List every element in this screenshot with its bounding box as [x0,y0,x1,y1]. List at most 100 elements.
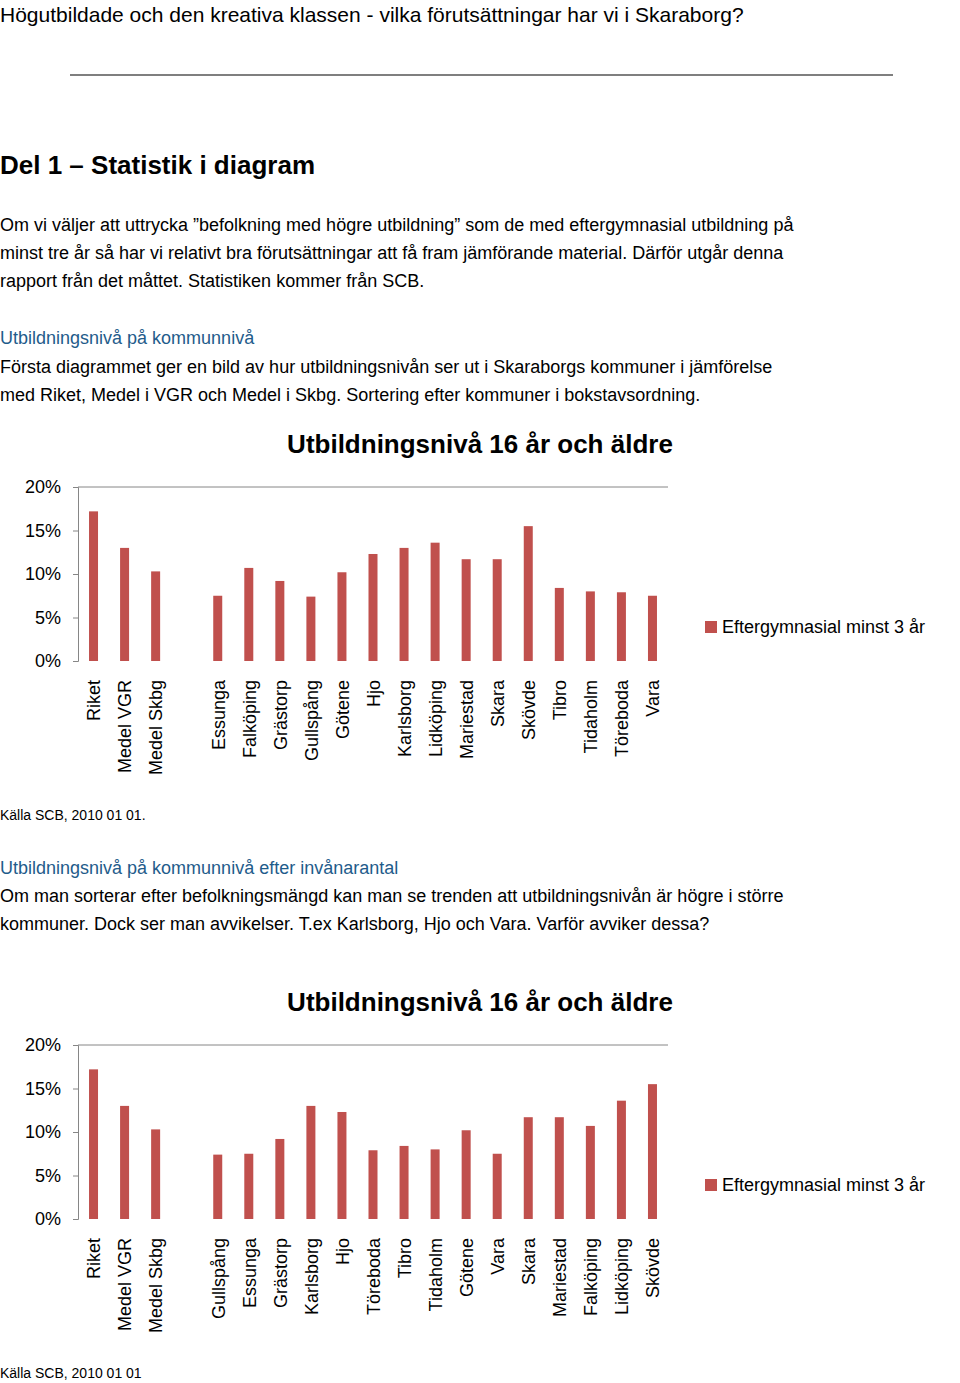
tick: 5% [35,1166,78,1186]
category-label: Essunga [209,679,229,750]
category-label: Falköping [240,680,260,758]
category-label: Mariestad [550,1238,570,1317]
bar [431,1149,440,1219]
tick-label: 5% [35,608,61,628]
category-label: Skara [519,1237,539,1285]
bar [524,526,533,661]
category-label: Riket [84,1238,104,1279]
tick-label: 20% [25,1035,61,1055]
category-label: Tidaholm [581,680,601,753]
category-label: Vara [488,1237,508,1275]
chart-title: Utbildningsnivå 16 år och äldre [287,987,673,1017]
tick: Grästorp [271,680,291,750]
category-label: Medel Skbg [146,1238,166,1333]
tick: Falköping [581,1238,601,1316]
tick: Medel VGR [115,680,135,773]
bar [275,1139,284,1219]
tick: 10% [25,564,78,584]
tick-label: 0% [35,651,61,671]
tick: Hjo [364,680,384,707]
paragraph-line: Om vi väljer att uttrycka ”befolkning me… [0,215,794,235]
x-axis: RiketMedel VGRMedel SkbgGullspångEssunga… [84,1237,663,1333]
tick: 20% [25,477,78,497]
bar [431,543,440,661]
category-label: Hjo [333,1238,353,1265]
bar [213,1155,222,1219]
bar [120,1106,129,1219]
tick: 15% [25,521,78,541]
bar [586,591,595,661]
tick: Essunga [209,679,229,750]
legend-swatch [705,1179,717,1191]
tick-mark [73,1132,78,1133]
tick: Tidaholm [426,1238,446,1311]
tick-mark [73,531,78,532]
chart: Utbildningsnivå 16 år och äldre 0% 5% 10% 15… [25,987,925,1333]
category-label: Falköping [581,1238,601,1316]
bar [648,1084,657,1219]
bar [306,1106,315,1219]
tick: Skara [519,1237,539,1285]
bar [400,548,409,661]
category-label: Skövde [643,1238,663,1298]
category-label: Gullspång [302,680,322,761]
category-label: Grästorp [271,1238,291,1308]
bar [462,559,471,661]
tick: Vara [643,679,663,717]
category-label: Lidköping [426,680,446,757]
tick-mark [73,618,78,619]
y-axis: 0% 5% 10% 15% 20% [25,477,79,671]
tick-label: 10% [25,1122,61,1142]
category-label: Gullspång [209,1238,229,1319]
tick: Karlsborg [395,680,415,757]
tick: Skövde [519,680,539,740]
bar [213,596,222,661]
bar [337,572,346,661]
bar [524,1117,533,1219]
plot-frame [78,487,668,488]
tick: Grästorp [271,1238,291,1308]
legend-label: Eftergymnasial minst 3 år [722,1175,925,1195]
bar [275,581,284,661]
tick: Skövde [643,1238,663,1298]
tick: 10% [25,1122,78,1142]
tick: Tibro [395,1238,415,1278]
tick-mark [73,1219,78,1220]
tick: Karlsborg [302,1238,322,1315]
bar [151,571,160,661]
tick-label: 15% [25,1079,61,1099]
title-rule [70,74,893,75]
tick: Essunga [240,1237,260,1308]
tick: 15% [25,1079,78,1099]
plot-frame [78,1045,668,1046]
subheading: Utbildningsnivå på kommunnivå efter invå… [0,858,398,878]
bars [89,511,657,661]
tick: 20% [25,1035,78,1055]
bar [400,1146,409,1219]
tick-mark [73,1045,78,1046]
bar [151,1129,160,1219]
bar [369,1150,378,1219]
paragraph-line: Första diagrammet ger en bild av hur utb… [0,357,772,377]
tick-mark [73,1176,78,1177]
bar [89,1069,98,1219]
tick-label: 15% [25,521,61,541]
bar [648,596,657,661]
category-label: Karlsborg [302,1238,322,1315]
category-label: Grästorp [271,680,291,750]
category-label: Lidköping [612,1238,632,1315]
bar [120,548,129,661]
paragraph-line: minst tre år så har vi relativt bra föru… [0,243,784,263]
legend: Eftergymnasial minst 3 år [705,617,925,637]
tick: Falköping [240,680,260,758]
tick: Tibro [550,680,570,720]
bar [555,588,564,661]
tick-label: 0% [35,1209,61,1229]
page: Högutbildade och den kreativa klassen - … [0,0,960,1383]
bar [89,511,98,661]
paragraph-line: Om man sorterar efter befolkningsmängd k… [0,886,783,906]
category-label: Medel VGR [115,680,135,773]
category-label: Medel Skbg [146,680,166,775]
category-label: Skara [488,679,508,727]
category-label: Essunga [240,1237,260,1308]
